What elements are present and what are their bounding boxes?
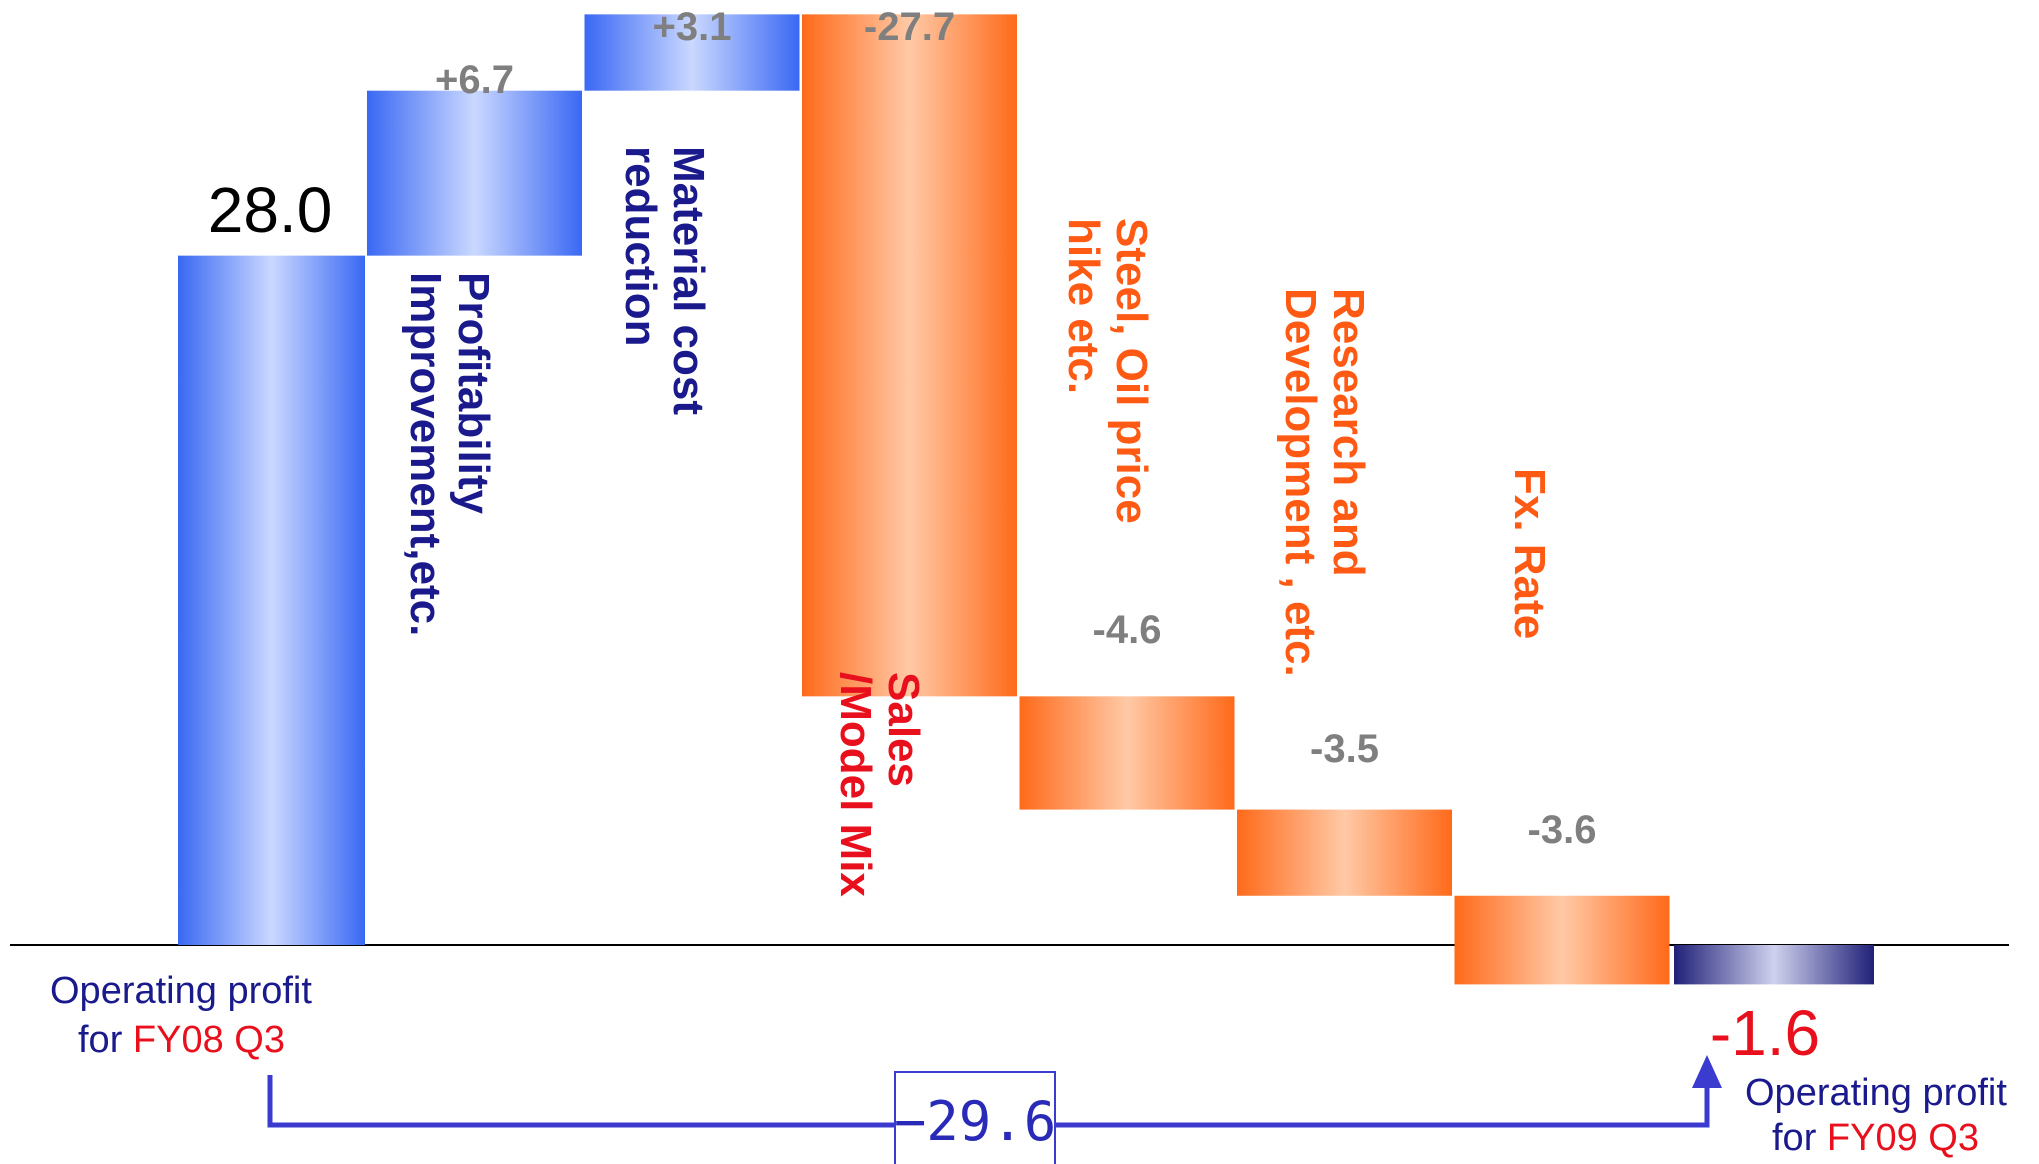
difference-box [894,1071,1056,1164]
start-label-line1: Operating profit [50,970,312,1012]
category-label-5-line-2: Development , etc. [1276,288,1325,677]
category-label-2-line-1: Material cost [664,146,713,415]
bar-step-2 [584,14,800,91]
category-label-3-line-1: Sales [879,672,928,787]
delta-label-2: +3.1 [653,5,732,49]
delta-label-6: -3.6 [1528,808,1597,852]
end-category-label: Operating profit [1745,1072,2007,1114]
delta-label-3: -27.7 [864,5,955,49]
delta-label-4: -4.6 [1093,608,1162,652]
bar-step-3 [802,14,1017,697]
category-label-1-line-1: Profitability [449,272,498,515]
category-label-5-line-1: Research and [1324,288,1373,577]
start-category-label-line2: for FY08 Q3 [78,1019,285,1061]
bar-step-5 [1237,809,1452,896]
category-label-2-line-2: reduction [616,146,665,346]
end-value-label: -1.6 [1710,997,1820,1069]
difference-value: −29.6 [894,1090,1057,1153]
bar-step-4 [1019,696,1235,810]
bar-end [1674,945,1874,985]
difference-arrowhead [1692,1055,1722,1088]
category-label-6-line-1: Fx. Rate [1505,468,1554,639]
start-label-period: FY08 Q3 [133,1019,285,1061]
bar-step-1 [367,90,582,256]
category-label-1-line-2: Improvement,etc. [401,272,450,636]
bar-step-6 [1454,895,1670,985]
end-label-for: for [1772,1117,1817,1159]
delta-label-5: -3.5 [1310,727,1379,771]
end-label-period: FY09 Q3 [1827,1117,1979,1159]
start-label-for: for [78,1019,123,1061]
category-label-3-line-2: /Model Mix [831,672,880,897]
start-value-label: 28.0 [208,174,333,246]
start-category-label: Operating profit [50,970,312,1012]
bar-start [178,255,365,945]
end-category-label-line2: for FY09 Q3 [1772,1117,1979,1159]
category-label-4-line-1: Steel, Oil price [1107,218,1156,524]
end-label-line1: Operating profit [1745,1072,2007,1114]
bars-layer [178,14,1874,985]
category-label-4-line-2: hike etc. [1059,218,1108,394]
delta-label-1: +6.7 [435,58,514,102]
